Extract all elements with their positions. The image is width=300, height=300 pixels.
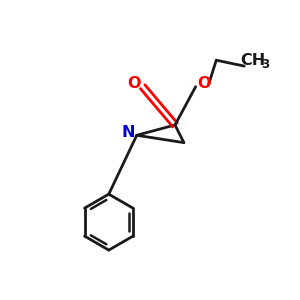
- Text: CH: CH: [240, 53, 266, 68]
- Text: O: O: [127, 76, 141, 91]
- Text: N: N: [122, 125, 135, 140]
- Text: 3: 3: [261, 58, 269, 71]
- Text: O: O: [197, 76, 211, 91]
